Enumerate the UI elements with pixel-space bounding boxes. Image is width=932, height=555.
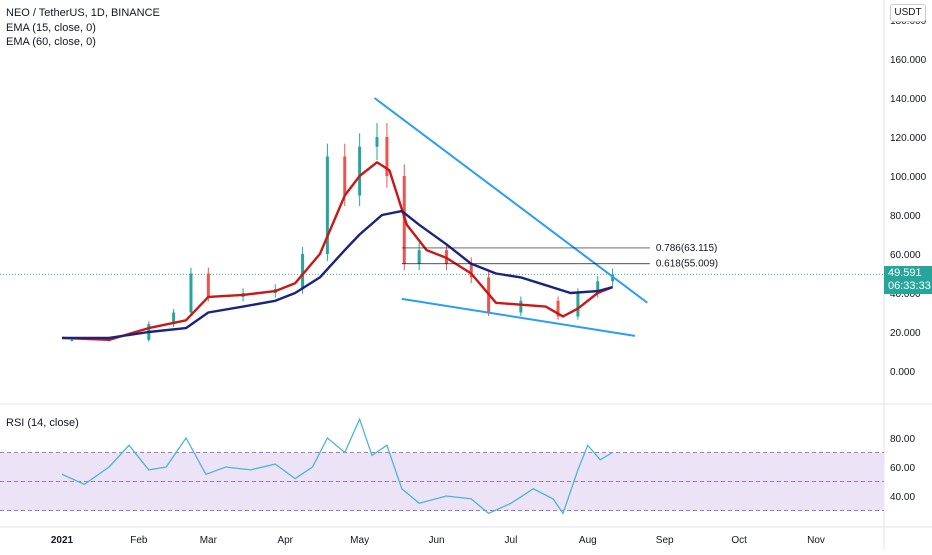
ema60-legend[interactable]: EMA (60, close, 0) bbox=[6, 36, 96, 48]
trendline-lower bbox=[401, 297, 636, 337]
candle-body bbox=[519, 300, 523, 313]
rsi-line bbox=[61, 417, 613, 515]
candle-body bbox=[70, 339, 74, 341]
fib-label: 0.618(55.009) bbox=[656, 259, 718, 270]
candle-body bbox=[576, 293, 580, 317]
price-axis-label: 160.000 bbox=[890, 55, 927, 66]
price-axis-label: 120.000 bbox=[890, 133, 927, 144]
rsi-legend[interactable]: RSI (14, close) bbox=[6, 417, 79, 429]
time-axis-label: 2021 bbox=[51, 535, 74, 546]
time-axis-label: Mar bbox=[200, 535, 218, 546]
candle-body bbox=[206, 273, 210, 297]
candle-body bbox=[417, 250, 421, 264]
time-axis-label: May bbox=[350, 535, 369, 546]
time-axis-label: Nov bbox=[807, 535, 825, 546]
time-axis-label: Sep bbox=[656, 535, 674, 546]
ema60-line bbox=[62, 209, 613, 340]
candle-body bbox=[375, 137, 379, 147]
ema15-legend[interactable]: EMA (15, close, 0) bbox=[6, 22, 96, 34]
candle-body bbox=[556, 300, 560, 317]
time-axis-label: Jul bbox=[505, 535, 518, 546]
candle-body bbox=[301, 254, 305, 290]
time-axis-label: Feb bbox=[130, 535, 148, 546]
fib-label: 0.786(63.115) bbox=[656, 243, 718, 254]
price-axis-label: 140.000 bbox=[890, 94, 927, 105]
candle-body bbox=[172, 312, 176, 325]
candle-body bbox=[358, 146, 362, 196]
time-axis-label: Jun bbox=[428, 535, 444, 546]
symbol-title[interactable]: NEO / TetherUS, 1D, BINANCE bbox=[6, 7, 160, 19]
time-axis-label: Oct bbox=[731, 535, 747, 546]
time-axis-label: Apr bbox=[277, 535, 293, 546]
rsi-axis-label: 60.00 bbox=[890, 463, 915, 474]
trendline-upper bbox=[373, 97, 648, 304]
price-axis-label: 0.000 bbox=[890, 367, 915, 378]
currency-button[interactable]: USDT bbox=[890, 4, 926, 22]
candle-body bbox=[189, 273, 193, 313]
candle-body bbox=[596, 281, 600, 293]
rsi-axis-label: 40.00 bbox=[890, 492, 915, 503]
candle-body bbox=[469, 263, 473, 278]
price-axis-label: 20.000 bbox=[890, 328, 921, 339]
price-axis-label: 100.000 bbox=[890, 172, 927, 183]
last-price-badge: 49.591 06:33:33 bbox=[884, 266, 932, 294]
ema15-line bbox=[61, 161, 614, 341]
candle-body bbox=[385, 137, 389, 176]
price-axis-label: 60.000 bbox=[890, 250, 921, 261]
bar-countdown: 06:33:33 bbox=[888, 280, 931, 292]
time-axis-label: Aug bbox=[579, 535, 597, 546]
price-axis-label: 80.000 bbox=[890, 211, 921, 222]
price-axis-label: 40.000 bbox=[890, 289, 921, 300]
candle-body bbox=[343, 156, 347, 196]
last-price: 49.591 bbox=[888, 267, 922, 279]
rsi-axis-label: 80.00 bbox=[890, 434, 915, 445]
candle-body bbox=[325, 156, 329, 254]
